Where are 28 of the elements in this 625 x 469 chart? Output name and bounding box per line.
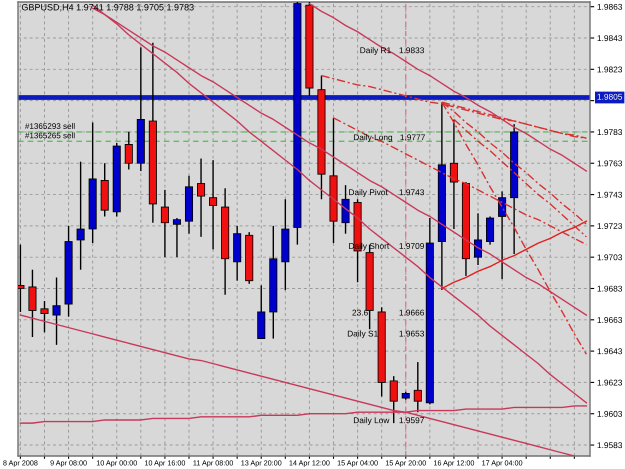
- y-tick-label: 1.9683: [598, 286, 622, 292]
- y-tick-label: 1.9783: [598, 129, 622, 136]
- annotation: 1.9833: [400, 47, 424, 54]
- annotation: 1.9653: [400, 330, 424, 337]
- annotation: Daily Pivot: [349, 189, 388, 197]
- annotation: 1.9777: [400, 134, 425, 140]
- y-tick-label: 1.9823: [598, 66, 622, 72]
- ref-line-label: 1.9805: [598, 94, 622, 100]
- y-tick-label: 1.9763: [598, 160, 622, 166]
- annotation: 23.6: [352, 310, 368, 316]
- annotation: Daily Low: [354, 417, 390, 425]
- y-tick-label: 1.9723: [598, 223, 622, 229]
- y-tick-label: 1.9643: [598, 348, 622, 354]
- y-tick-label: 1.9583: [598, 442, 622, 448]
- y-tick-label: 1.9703: [598, 254, 622, 260]
- ref-line-label: #1365293 sell: [24, 123, 75, 129]
- y-tick-label: 1.9843: [598, 35, 622, 42]
- y-tick-label: 1.9663: [598, 317, 622, 323]
- y-tick-label: 1.9623: [598, 380, 622, 386]
- y-tick-label: 1.9603: [598, 410, 622, 417]
- annotation: Daily Long: [354, 134, 392, 142]
- ref-line-label: #1365265 sell: [24, 132, 75, 138]
- y-tick-label: 1.9863: [598, 4, 622, 10]
- annotation: 1.9709: [400, 243, 424, 249]
- annotation: 1.9597: [400, 417, 424, 424]
- annotation: 1.9666: [400, 310, 424, 316]
- y-tick-label: 1.9743: [598, 192, 622, 198]
- annotation: 1.9743: [400, 189, 424, 196]
